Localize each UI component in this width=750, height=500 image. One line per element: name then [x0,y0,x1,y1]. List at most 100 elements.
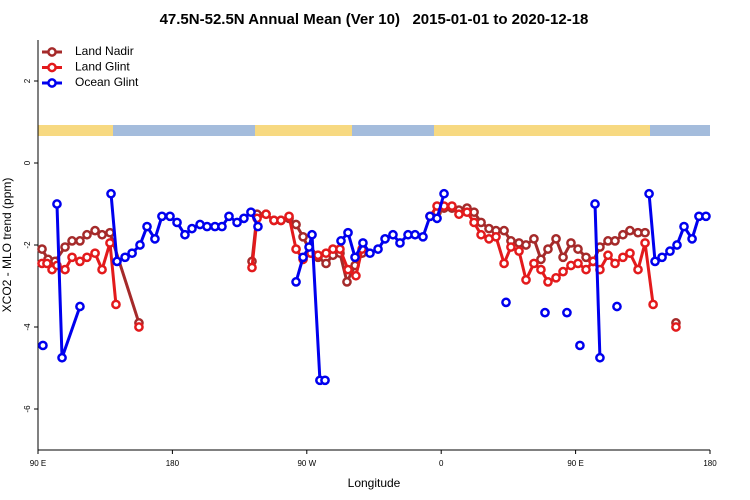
data-point [640,227,650,238]
data-point [581,264,591,275]
data-point [439,188,449,199]
data-point [75,256,85,267]
data-point [105,238,115,248]
ocean [113,125,255,136]
data-point [536,264,546,275]
data-point [566,238,576,248]
data-point [202,221,212,232]
legend-text: Land Nadir [75,44,134,58]
data-point [551,234,561,244]
data-point [610,236,620,246]
x-tick-label: 180 [166,459,180,468]
data-point [625,248,635,259]
data-point [239,213,249,224]
y-axis-label: XCO2 - MLO trend (ppm) [0,178,14,313]
data-point [573,244,583,254]
data-point [625,225,635,236]
data-point [603,250,613,261]
data-point [351,270,361,281]
data-point [648,299,658,310]
data-point [298,231,308,242]
data-point [90,225,100,236]
data-point [558,252,568,263]
data-point [187,223,197,234]
y-tick-label: -6 [23,405,32,413]
data-point [506,242,516,252]
data-point [644,188,654,199]
data-point [232,217,242,228]
data-point [454,209,464,220]
ocean [352,125,434,136]
data-point [536,254,546,265]
data-point [610,258,620,269]
data-point [127,248,137,259]
data-point [38,340,48,351]
data-point [388,229,398,240]
data-point [284,211,294,222]
data-point [111,299,121,310]
data-point [462,207,472,218]
data-point [253,221,263,232]
data-point [447,201,457,211]
data-point [134,322,144,332]
x-tick-label: 90 E [567,459,583,468]
data-point [112,256,122,267]
data-point [418,231,428,242]
data-point [120,252,130,263]
series-line [55,203,82,360]
data-point [157,211,167,222]
data-point [261,209,271,220]
data-point [217,221,227,232]
data-point [291,277,301,287]
data-point [135,240,145,250]
data-point [491,231,501,242]
series [37,203,681,328]
data-point [313,250,323,261]
data-point [657,252,667,263]
data-point [595,352,605,363]
data-point [380,234,390,244]
data-point [590,199,600,209]
data-point [575,340,585,351]
data-point [82,229,92,240]
data-point [52,199,62,209]
data-point [97,229,107,240]
data-point [581,252,591,263]
data-point [291,244,301,254]
data-point [343,227,353,238]
data-point [276,215,286,226]
data-point [291,219,301,230]
data-point [562,307,572,318]
legend-marker [47,47,57,57]
data-point [172,217,182,228]
data-point [469,217,479,228]
data-point [529,258,539,269]
data-point [307,229,317,240]
data-point [320,375,330,386]
data-point [618,252,628,263]
data-point [501,297,511,308]
y-tick-label: 2 [23,78,32,83]
y-tick-label: 0 [23,160,32,165]
data-point [395,238,405,248]
data-point [142,221,152,232]
data-point [247,262,257,273]
data-point [75,236,85,246]
data-point [97,264,107,275]
data-point [67,252,77,263]
data-point [224,211,234,222]
data-point [343,264,353,275]
data-point [540,307,550,318]
data-point [342,277,352,287]
data-point [60,242,70,252]
data-point [521,240,531,250]
data-point [687,234,697,244]
data-point [60,264,70,275]
data-point [365,248,375,259]
data-point [75,301,85,312]
data-point [321,248,331,259]
x-tick-label: 90 E [30,459,46,468]
data-point [358,238,368,248]
data-point [618,229,628,240]
